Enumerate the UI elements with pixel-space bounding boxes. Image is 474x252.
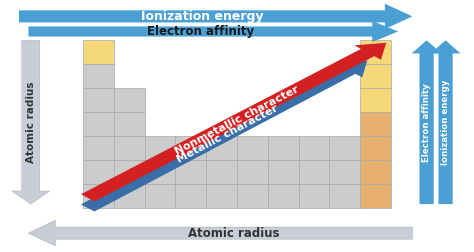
Bar — [360, 64, 391, 88]
Bar — [114, 136, 145, 160]
Bar — [145, 160, 175, 184]
Bar — [360, 40, 391, 64]
Bar — [206, 184, 237, 208]
Bar — [237, 184, 268, 208]
Bar — [83, 160, 114, 184]
Bar — [83, 112, 114, 136]
Bar — [268, 160, 299, 184]
Text: Ionization energy: Ionization energy — [441, 80, 450, 165]
Text: Metallic character: Metallic character — [175, 104, 280, 165]
Text: Ionization energy: Ionization energy — [141, 10, 263, 23]
Bar — [206, 160, 237, 184]
Bar — [83, 184, 114, 208]
Bar — [299, 136, 329, 160]
FancyArrow shape — [81, 60, 367, 211]
Bar — [237, 160, 268, 184]
Bar — [299, 184, 329, 208]
Bar — [360, 160, 391, 184]
Bar — [329, 160, 360, 184]
FancyArrow shape — [12, 40, 50, 204]
FancyArrow shape — [411, 40, 441, 204]
FancyArrow shape — [430, 40, 460, 204]
Bar — [268, 184, 299, 208]
Bar — [237, 136, 268, 160]
Bar — [360, 184, 391, 208]
Bar — [299, 160, 329, 184]
Bar — [83, 40, 114, 64]
Bar — [329, 184, 360, 208]
Bar — [360, 112, 391, 136]
Bar — [114, 88, 145, 112]
Bar — [360, 88, 391, 112]
Bar — [206, 136, 237, 160]
FancyArrow shape — [28, 21, 398, 42]
Bar — [114, 160, 145, 184]
Text: Atomic radius: Atomic radius — [26, 81, 36, 163]
Bar — [145, 136, 175, 160]
Bar — [114, 184, 145, 208]
Bar — [268, 136, 299, 160]
Bar — [175, 160, 206, 184]
Bar — [145, 184, 175, 208]
FancyArrow shape — [19, 4, 412, 29]
Bar — [114, 112, 145, 136]
Bar — [83, 64, 114, 88]
Text: Nonmetallic character: Nonmetallic character — [173, 84, 301, 156]
Bar — [175, 136, 206, 160]
Bar — [329, 136, 360, 160]
FancyArrow shape — [28, 220, 412, 246]
Text: Electron affinity: Electron affinity — [422, 83, 431, 162]
Bar — [175, 184, 206, 208]
Text: Electron affinity: Electron affinity — [147, 25, 254, 38]
FancyArrow shape — [81, 43, 386, 201]
Text: Atomic radius: Atomic radius — [188, 227, 280, 240]
Bar — [360, 136, 391, 160]
Bar — [83, 136, 114, 160]
Bar — [83, 88, 114, 112]
